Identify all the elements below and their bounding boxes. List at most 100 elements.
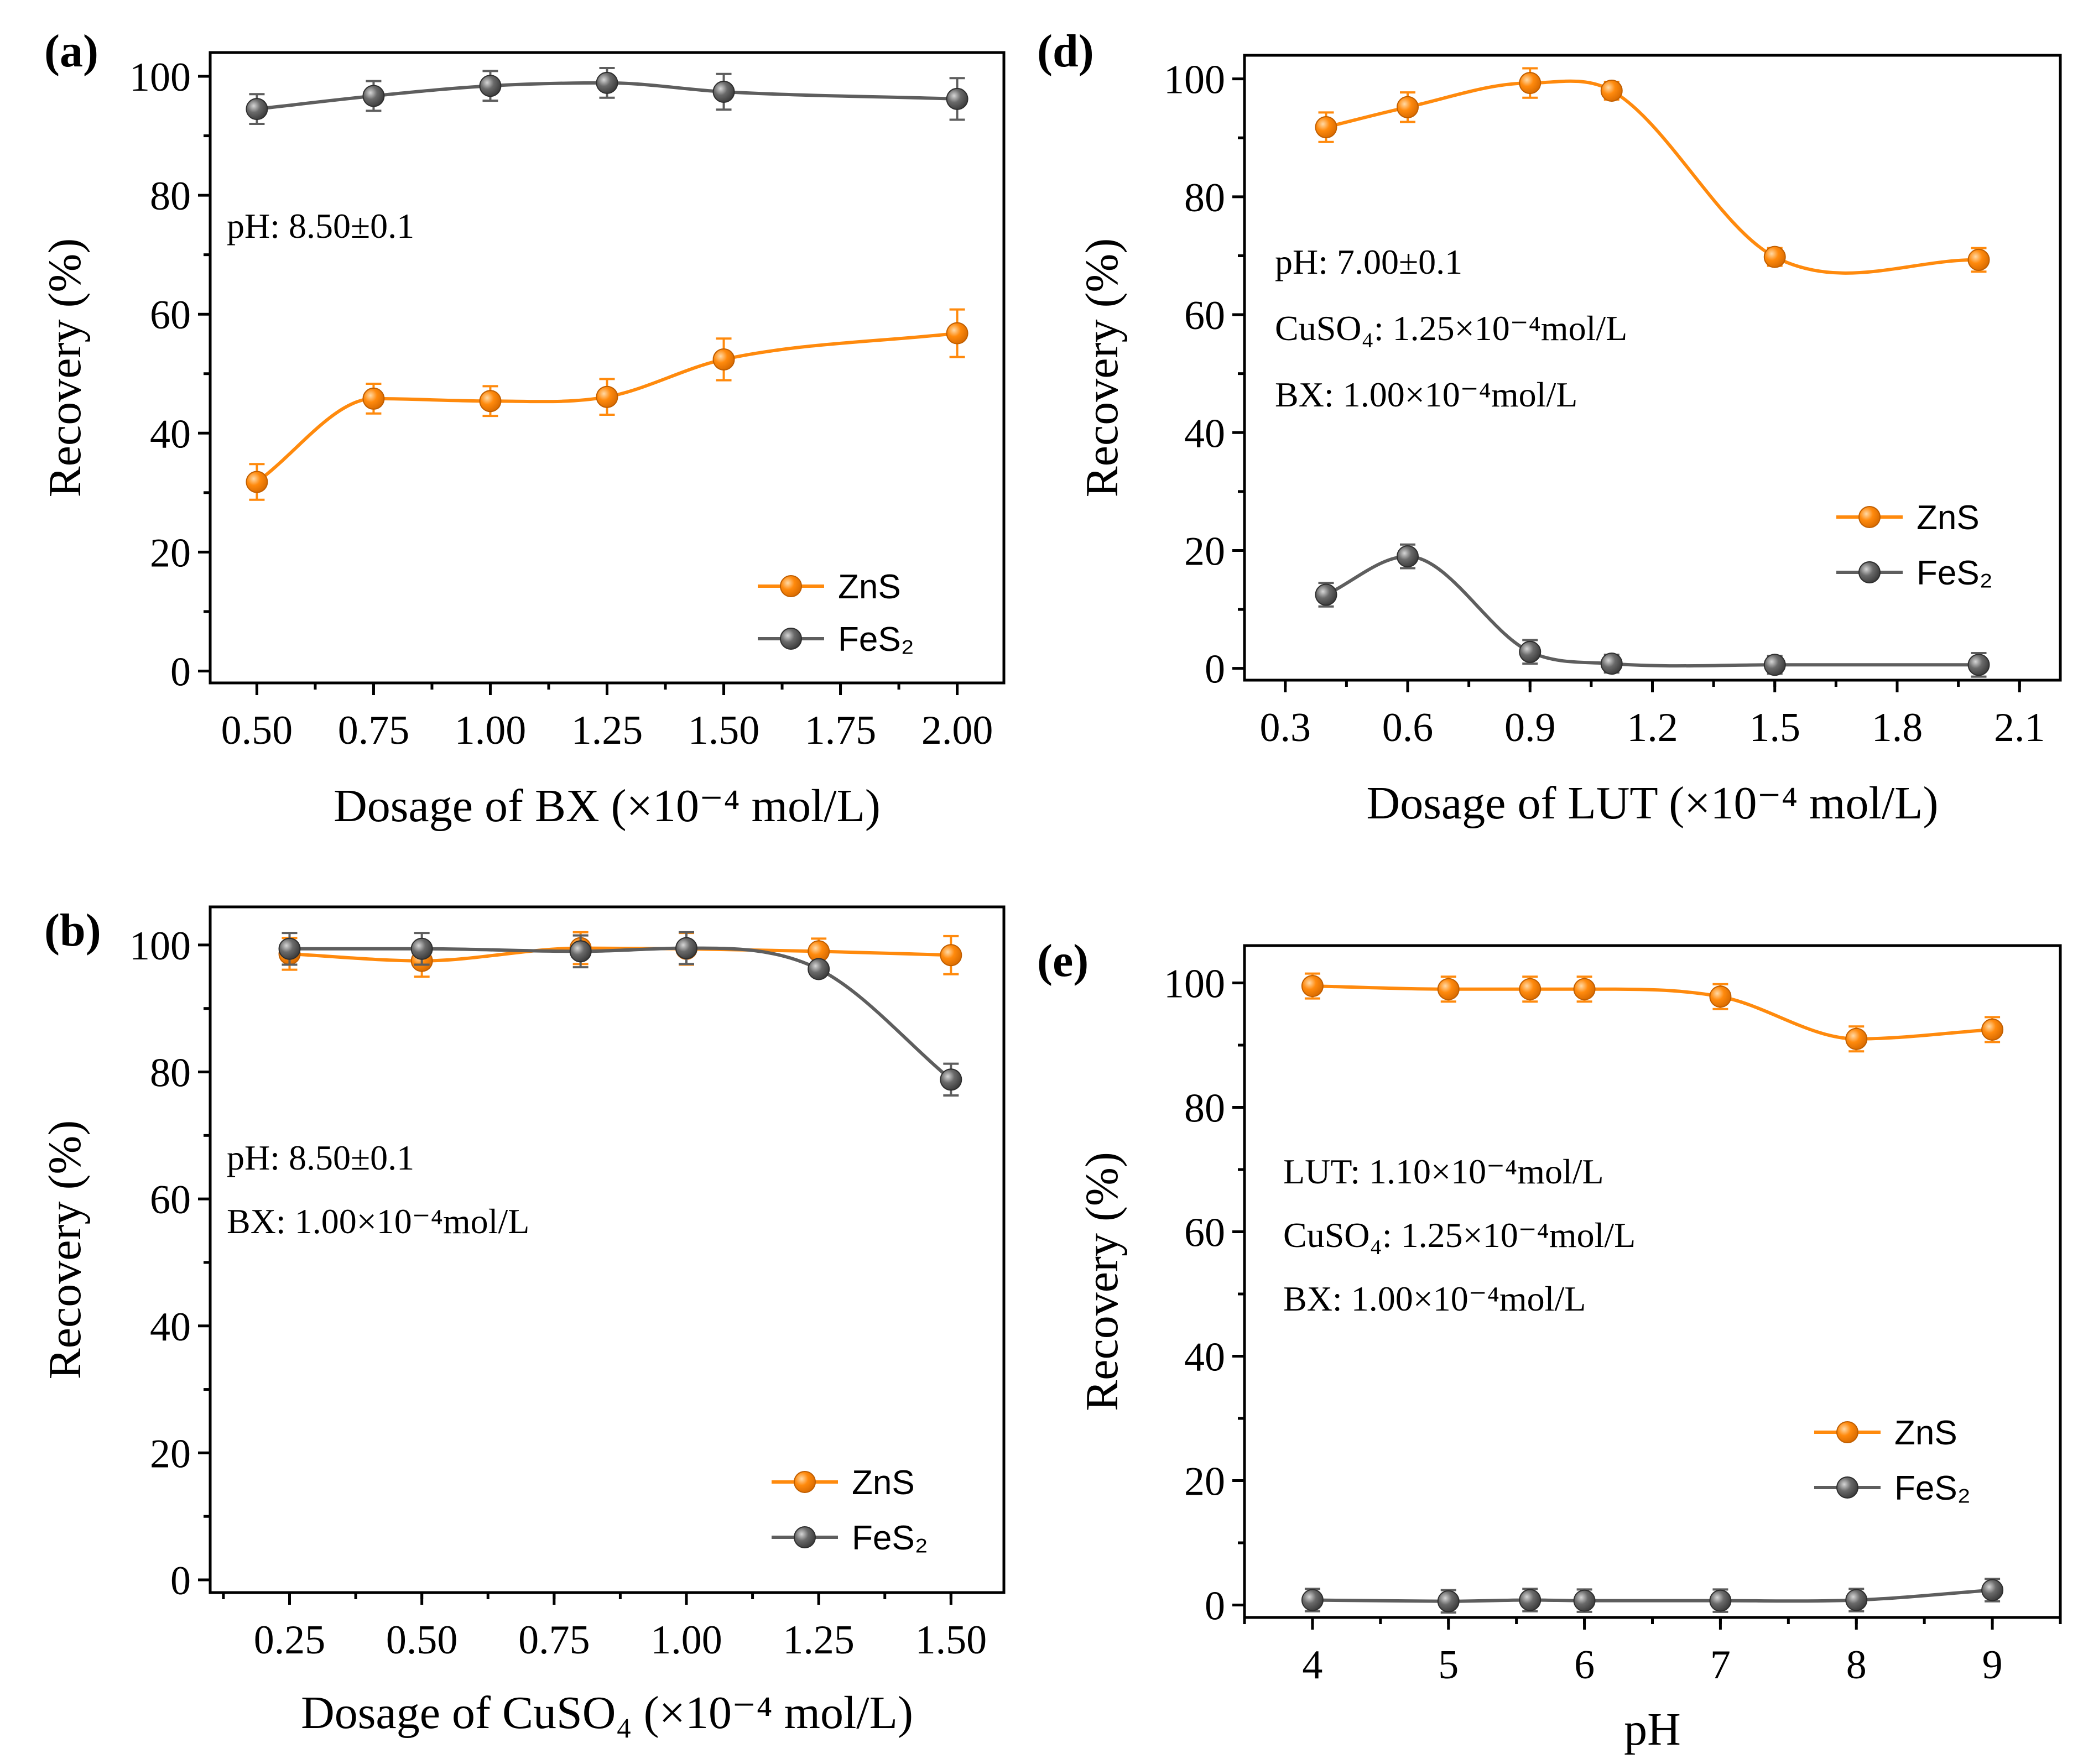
svg-text:FeS₂: FeS₂ xyxy=(852,1519,928,1557)
series-line-zns xyxy=(256,331,957,483)
data-point-fes2 xyxy=(1519,640,1542,663)
y-tick-label: 100 xyxy=(129,55,191,100)
y-tick-label: 40 xyxy=(1184,1335,1225,1380)
legend-entry-zns: ZnS xyxy=(758,568,901,606)
y-tick-label: 60 xyxy=(150,293,191,338)
x-tick-label: 0.50 xyxy=(386,1617,458,1663)
panel-d: (d) 0.3 0.6 0.9 1.2 1.5 1.8 2.1 0 20 40 60 80 100 Dosa… xyxy=(1037,25,2062,829)
data-point-zns xyxy=(362,387,385,410)
data-point-fes2 xyxy=(1315,583,1337,606)
condition-annotation: BX: 1.00×10⁻⁴mol/L xyxy=(227,1202,529,1241)
data-point-zns xyxy=(1763,246,1786,268)
svg-text:ZnS: ZnS xyxy=(852,1464,915,1502)
y-tick-label: 0 xyxy=(170,1558,191,1604)
y-tick-label: 80 xyxy=(1184,1086,1225,1131)
series-line-zns xyxy=(289,946,951,963)
x-tick-label: 0.25 xyxy=(254,1617,326,1663)
x-tick-label: 0.3 xyxy=(1260,705,1311,750)
data-point-fes2 xyxy=(1763,654,1786,676)
data-point-fes2 xyxy=(278,937,301,960)
x-tick-label: 4 xyxy=(1302,1642,1322,1688)
plot-frame xyxy=(209,905,1006,1594)
condition-annotation: BX: 1.00×10⁻⁴mol/L xyxy=(1283,1279,1586,1318)
y-tick-label: 20 xyxy=(150,1431,191,1476)
y-tick-label: 20 xyxy=(150,530,191,576)
svg-text:FeS₂: FeS₂ xyxy=(1917,554,1993,592)
condition-annotation: LUT: 1.10×10⁻⁴mol/L xyxy=(1283,1152,1604,1191)
y-tick-label: 100 xyxy=(1164,58,1225,103)
x-tick-label: 1.00 xyxy=(650,1617,722,1663)
condition-annotation: pH: 8.50±0.1 xyxy=(227,1138,414,1177)
series-line-fes2 xyxy=(289,946,952,1081)
data-point-zns xyxy=(596,385,618,408)
x-axis-title: Dosage of BX (×10⁻⁴ mol/L) xyxy=(334,780,881,832)
x-tick-label: 8 xyxy=(1846,1642,1867,1688)
legend-entry-fes2: FeS₂ xyxy=(1836,554,1993,592)
y-tick-label: 100 xyxy=(129,923,191,969)
data-point-fes2 xyxy=(362,85,385,107)
panel-label: (d) xyxy=(1037,25,1094,77)
data-point-fes2 xyxy=(246,98,268,121)
x-tick-label: 1.25 xyxy=(783,1617,855,1663)
condition-annotation: CuSO₄: 1.25×10⁻⁴mol/L xyxy=(1283,1215,1636,1255)
x-tick-label: 0.9 xyxy=(1504,705,1556,750)
legend-entry-zns: ZnS xyxy=(772,1464,915,1502)
y-tick-label: 40 xyxy=(1184,411,1225,456)
x-tick-label: 6 xyxy=(1574,1642,1595,1688)
data-point-fes2 xyxy=(946,87,968,110)
data-point-fes2 xyxy=(940,1068,962,1091)
panel-a: (a) 0.50 0.75 1.00 1.25 1.50 1.75 2.00 0 20 40 60 80… xyxy=(39,25,1006,832)
y-tick-label: 60 xyxy=(1184,1210,1225,1256)
y-tick-label: 80 xyxy=(150,1051,191,1096)
x-tick-label: 1.50 xyxy=(915,1617,987,1663)
y-tick-label: 40 xyxy=(150,1304,191,1350)
data-point-fes2 xyxy=(1967,654,1990,676)
data-point-zns xyxy=(1519,72,1542,95)
x-tick-label: 0.6 xyxy=(1382,705,1434,750)
data-point-fes2 xyxy=(410,937,433,960)
condition-annotation: pH: 8.50±0.1 xyxy=(227,206,414,246)
x-tick-label: 2.00 xyxy=(921,708,993,753)
x-tick-label: 1.00 xyxy=(455,708,527,753)
x-axis-title: Dosage of LUT (×10⁻⁴ mol/L) xyxy=(1367,777,1939,829)
data-point-zns xyxy=(1437,978,1460,1000)
data-point-zns xyxy=(246,471,268,493)
x-axis-title: Dosage of CuSO₄ (×10⁻⁴ mol/L) xyxy=(301,1687,913,1739)
x-tick-label: 7 xyxy=(1710,1642,1731,1688)
data-point-zns xyxy=(1845,1027,1868,1050)
legend-entry-zns: ZnS xyxy=(1814,1414,1957,1452)
panel-label: (e) xyxy=(1037,935,1089,987)
series-line-fes2 xyxy=(1312,1588,1993,1603)
x-tick-label: 0.50 xyxy=(221,708,293,753)
legend-entry-fes2: FeS₂ xyxy=(772,1519,928,1557)
data-point-zns xyxy=(1967,248,1990,271)
data-point-fes2 xyxy=(1301,1589,1324,1611)
y-tick-label: 60 xyxy=(150,1177,191,1223)
data-point-fes2 xyxy=(1437,1590,1460,1612)
x-tick-label: 2.1 xyxy=(1994,705,2045,750)
data-point-fes2 xyxy=(675,937,697,959)
data-point-fes2 xyxy=(712,80,735,103)
condition-annotation: pH: 7.00±0.1 xyxy=(1275,242,1462,281)
y-tick-label: 20 xyxy=(1184,1459,1225,1505)
y-axis-title: Recovery (%) xyxy=(39,1120,91,1380)
legend-entry-zns: ZnS xyxy=(1836,499,1980,537)
svg-text:ZnS: ZnS xyxy=(838,568,901,606)
data-point-zns xyxy=(946,322,968,345)
data-point-zns xyxy=(1600,79,1623,102)
data-point-fes2 xyxy=(596,71,618,94)
x-axis-title: pH xyxy=(1624,1704,1681,1755)
x-tick-label: 1.25 xyxy=(571,708,643,753)
svg-text:FeS₂: FeS₂ xyxy=(1894,1469,1971,1507)
y-tick-label: 80 xyxy=(150,174,191,219)
y-tick-label: 0 xyxy=(1205,647,1225,692)
y-tick-label: 100 xyxy=(1164,962,1225,1007)
x-tick-label: 1.50 xyxy=(688,708,760,753)
data-point-fes2 xyxy=(1981,1579,2004,1601)
y-tick-label: 0 xyxy=(170,649,191,695)
data-point-fes2 xyxy=(479,75,502,97)
data-point-fes2 xyxy=(569,940,592,963)
svg-text:ZnS: ZnS xyxy=(1917,499,1980,537)
data-point-zns xyxy=(479,390,502,413)
